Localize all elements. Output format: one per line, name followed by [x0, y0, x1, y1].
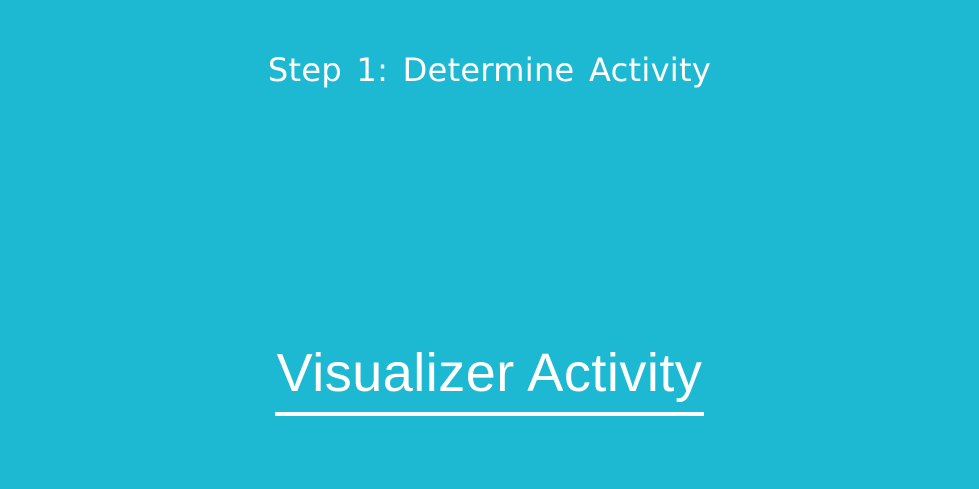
main-title-container: Visualizer Activity	[0, 338, 979, 416]
step-title: Step 1: Determine Activity	[267, 51, 712, 89]
main-title-underlined: Visualizer Activity	[274, 338, 705, 416]
